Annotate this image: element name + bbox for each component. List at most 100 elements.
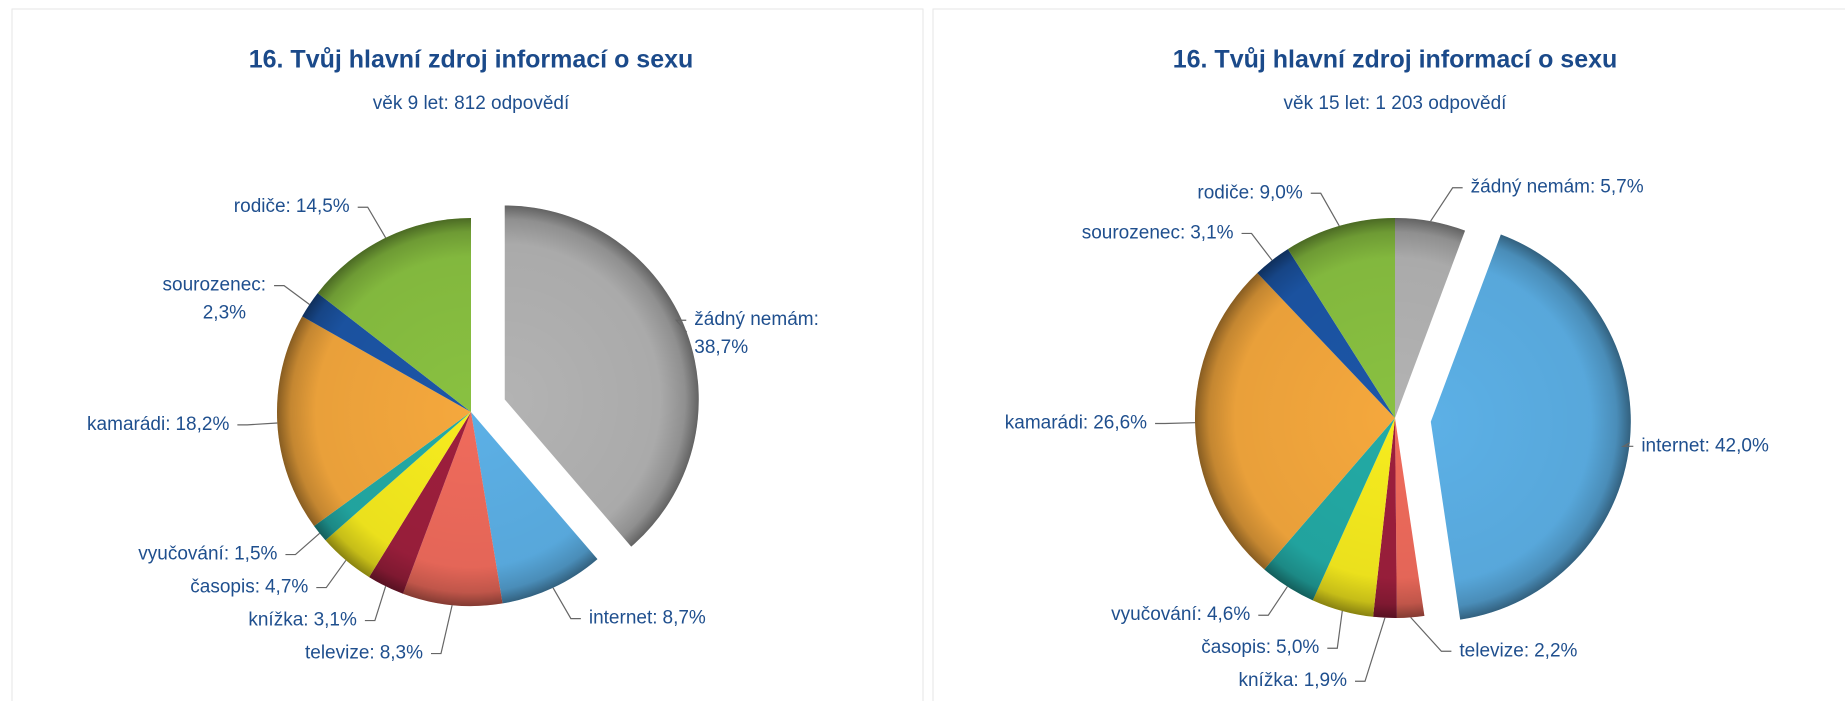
slice-group [277,316,471,527]
data-label: rodiče: 14,5% [234,196,350,217]
leader-line [674,319,688,333]
leader-line [1258,586,1288,616]
leader-line [1430,187,1463,222]
slice-shade [325,412,471,578]
chart-subtitle: věk 9 let: 812 odpovědí [373,93,570,114]
leader-line [1410,616,1452,652]
data-label: rodiče: 9,0% [1197,182,1302,203]
label-value: 5,7% [1600,177,1643,198]
slice-shade [1287,218,1395,418]
leader-line [237,422,278,426]
label-category: vyučování: [1111,604,1202,625]
label-category: rodiče: [1197,182,1254,203]
slice-shade [314,412,471,541]
label-value: 5,0% [1276,637,1319,658]
leader-line [316,559,347,589]
label-value: 1,9% [1304,670,1347,691]
leader-line [364,586,387,622]
label-category: televize: [305,643,375,664]
slice-group [314,412,471,541]
slice-group [504,205,699,547]
label-value: 9,0% [1259,182,1302,203]
chart-subtitle: věk 15 let: 1 203 odpovědí [1284,93,1508,114]
data-label: vyučování: 4,6% [1111,604,1250,625]
label-category: vyučování: [138,544,229,565]
label-value: 1,5% [234,544,277,565]
leader-line [274,285,310,305]
data-label: internet: 42,0% [1641,435,1769,456]
data-label: kamarádi: 26,6% [1005,413,1147,434]
leader-line [1155,422,1196,425]
slice-group [1430,234,1631,620]
slice-group [402,412,503,606]
slice-shade [317,218,471,412]
slice-shade [1312,418,1395,617]
leader-line [285,532,320,556]
slice-shade [1395,418,1425,618]
leader-line [1621,442,1634,447]
label-category: sourozenec: [1082,222,1186,243]
slice-shade [277,316,471,527]
slice-shade [1257,249,1395,418]
slice-shade [402,412,503,606]
label-category: knížka: [1238,670,1298,691]
slice-shade [302,293,471,412]
label-category: internet: [589,608,658,629]
slice-shade [1373,418,1397,618]
label-value: 3,1% [314,610,357,631]
slice-shade [369,412,471,594]
label-category: žádný nemám: [694,309,819,330]
label-category: časopis: [1201,637,1271,658]
slice-shade [1195,272,1395,570]
label-value: 8,3% [380,643,423,664]
slice-group [1264,418,1395,601]
slice-group [1373,418,1397,618]
data-label: vyučování: 1,5% [138,544,277,565]
slice-shade [504,205,699,547]
leader-line [431,604,453,655]
slice-shade [1395,218,1466,418]
slice-group [471,412,598,604]
label-category: kamarádi: [87,414,170,435]
data-label: knížka: 1,9% [1238,670,1347,691]
data-label: časopis: 5,0% [1201,637,1319,658]
leader-line [1241,232,1273,261]
slice-group [302,293,471,412]
data-label: žádný nemám: 5,7% [1471,177,1644,198]
label-category: televize: [1459,640,1529,661]
leader-line [1355,617,1386,682]
data-label: kamarádi: 18,2% [87,414,229,435]
label-value: 38,7% [694,337,748,358]
data-label: televize: 2,2% [1459,640,1577,661]
slice-group [1395,418,1425,618]
label-value: 2,3% [203,303,246,324]
slice-group [1287,218,1395,418]
label-category: sourozenec: [163,275,267,296]
label-value: 4,7% [265,577,308,598]
data-label: televize: 8,3% [305,643,423,664]
label-value: 42,0% [1715,435,1769,456]
label-category: žádný nemám: [1471,177,1596,198]
label-value: 4,6% [1207,604,1250,625]
leader-line [357,206,387,239]
slice-shade [1264,418,1395,601]
data-label: časopis: 4,7% [190,577,308,598]
data-label: internet: 8,7% [589,608,706,629]
slice-group [369,412,471,594]
label-category: rodiče: [234,196,291,217]
label-value: 14,5% [296,196,350,217]
label-value: 2,2% [1534,640,1577,661]
leader-line [1310,192,1340,227]
slice-shade [471,412,598,604]
slice-group [1395,218,1466,418]
slice-shade [1430,234,1631,620]
slice-group [1312,418,1395,617]
label-category: internet: [1641,435,1710,456]
label-value: 26,6% [1093,413,1147,434]
data-label: knížka: 3,1% [248,610,357,631]
label-category: časopis: [190,577,260,598]
data-label: žádný nemám: 38,7% [694,309,819,358]
slice-group [317,218,471,412]
